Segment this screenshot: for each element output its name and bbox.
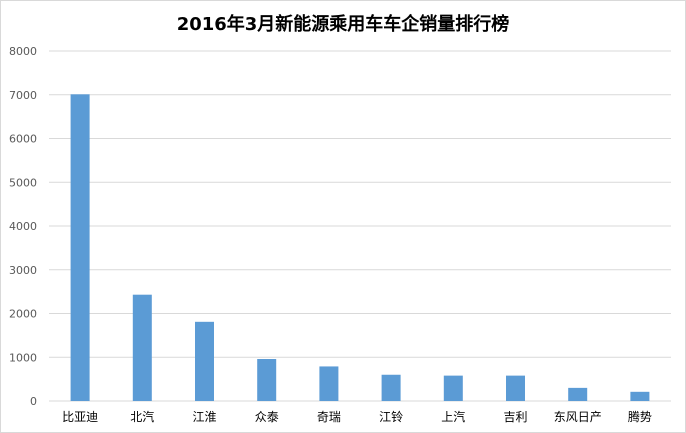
- x-tick-label: 比亚迪: [62, 410, 98, 424]
- bar: [381, 374, 401, 401]
- x-tick-label: 上汽: [441, 409, 465, 424]
- x-tick-label: 东风日产: [554, 410, 602, 424]
- bar: [506, 375, 525, 401]
- x-tick-label: 腾势: [628, 409, 652, 424]
- x-tick-label: 吉利: [503, 410, 527, 424]
- y-tick-label: 0: [30, 395, 37, 408]
- bar: [132, 294, 152, 401]
- bar: [443, 375, 463, 401]
- bar: [568, 387, 588, 401]
- y-tick-label: 3000: [9, 264, 37, 277]
- y-tick-label: 7000: [9, 89, 37, 102]
- y-tick-label: 8000: [9, 45, 37, 58]
- bar: [257, 359, 277, 401]
- bar: [195, 321, 214, 401]
- y-tick-label: 1000: [9, 351, 37, 364]
- chart-title: 2016年3月新能源乘用车车企销量排行榜: [176, 14, 510, 35]
- y-tick-label: 4000: [9, 220, 37, 233]
- bar: [319, 366, 339, 401]
- x-tick-label: 北汽: [130, 409, 154, 424]
- x-tick-label: 众泰: [255, 410, 279, 424]
- bar: [630, 391, 650, 401]
- x-tick-label: 江淮: [192, 410, 216, 424]
- y-tick-label: 2000: [9, 308, 37, 321]
- x-tick-label: 江铃: [379, 409, 403, 424]
- y-tick-label: 6000: [9, 133, 37, 146]
- y-tick-label: 5000: [9, 176, 37, 189]
- x-tick-label: 奇瑞: [317, 410, 341, 424]
- bar: [70, 94, 90, 401]
